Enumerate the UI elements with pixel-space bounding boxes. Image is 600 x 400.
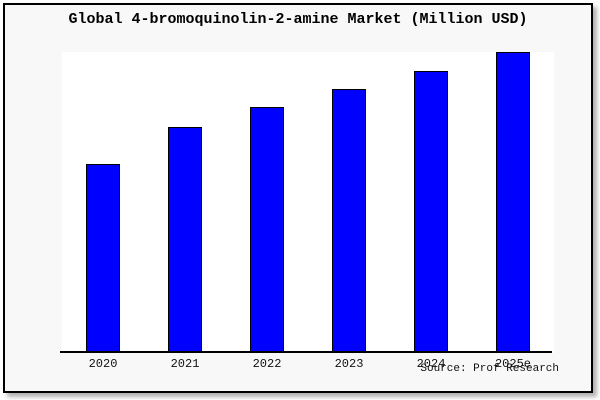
x-tick-label-2025e: 2025e (494, 357, 531, 371)
bar-2020 (86, 164, 120, 352)
source-credit: Source: Prof Research (420, 363, 559, 375)
chart-title: Global 4-bromoquinolin-2-amine Market (M… (68, 11, 528, 28)
bar-2021 (168, 127, 202, 352)
x-tick-label-2024: 2024 (416, 357, 446, 371)
bar-2024 (414, 71, 448, 352)
x-axis-line (60, 351, 552, 353)
bar-2025e (496, 52, 530, 352)
x-tick-label-2023: 2023 (334, 357, 364, 371)
x-tick-label-2020: 2020 (88, 357, 118, 371)
bar-2023 (332, 89, 366, 352)
chart-frame: Global 4-bromoquinolin-2-amine Market (M… (3, 3, 593, 393)
bar-2022 (250, 107, 284, 352)
plot-area (62, 52, 554, 353)
x-tick-label-2022: 2022 (252, 357, 282, 371)
x-tick-label-2021: 2021 (170, 357, 200, 371)
